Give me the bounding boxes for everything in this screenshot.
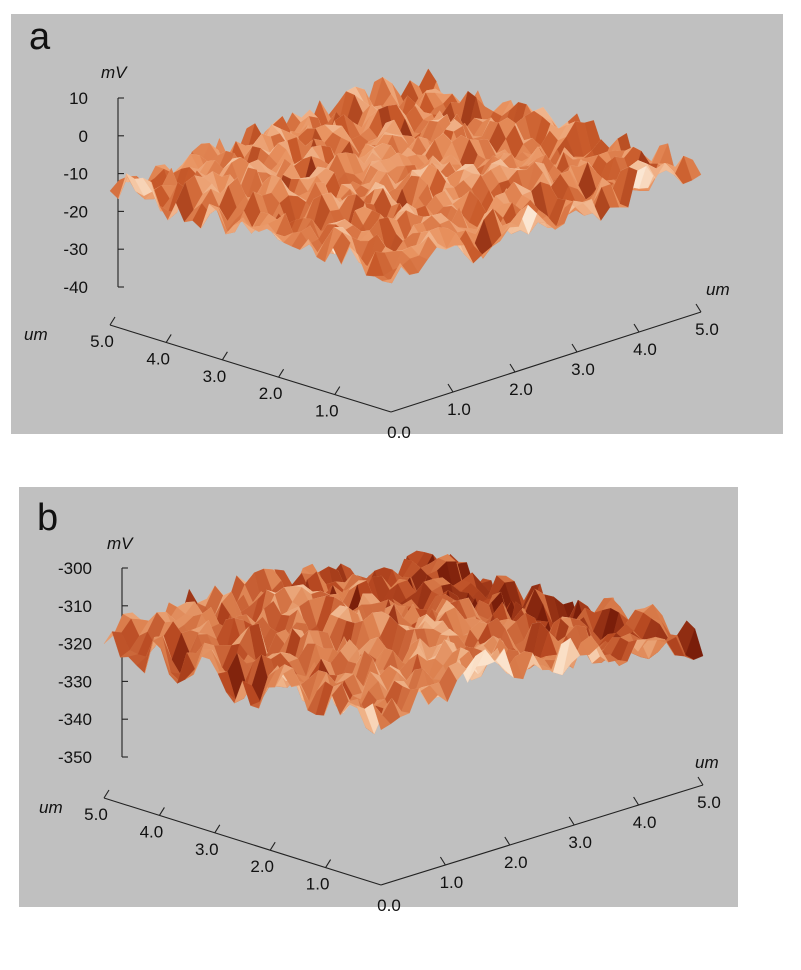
surface-facet: [382, 263, 401, 284]
x-tick-label: 4.0: [633, 340, 657, 359]
x-axis-unit: um: [706, 280, 730, 299]
x-axis-line: [390, 311, 702, 413]
y-tick: [214, 824, 221, 834]
surface: [103, 550, 704, 735]
y-tick-label: 5.0: [84, 805, 108, 824]
z-tick-label: 0: [79, 127, 88, 146]
origin-tick-label: 0.0: [387, 423, 411, 442]
y-tick: [158, 807, 165, 816]
y-tick-label: 4.0: [146, 349, 170, 368]
surface-facet: [372, 703, 391, 731]
x-axis-unit: um: [695, 753, 719, 772]
z-tick-label: -300: [58, 559, 92, 578]
x-axis-line: [380, 784, 704, 886]
x-tick-label: 2.0: [504, 853, 528, 872]
z-tick-label: -10: [63, 165, 88, 184]
y-axis-line: [103, 797, 382, 886]
y-tick: [103, 789, 110, 799]
z-tick-label: -40: [63, 278, 88, 297]
y-tick-label: 3.0: [203, 367, 227, 386]
x-tick-label: 4.0: [633, 813, 657, 832]
y-tick-label: 1.0: [306, 875, 330, 894]
y-axis-unit: um: [24, 325, 48, 344]
axes: 10 0 -10 -20 -30 -40 mV 1.0 2.0 3.0 4.0 5.0 1.0 2.0 3.…: [24, 63, 730, 442]
surface-plot-b-canvas: -300 -310 -320 -330 -340 -350 mV 1.0 2.0 3.0 4.0 5.…: [39, 534, 721, 915]
y-tick: [109, 316, 116, 326]
y-axis-unit: um: [39, 798, 63, 817]
x-tick: [447, 383, 454, 393]
x-tick: [633, 796, 640, 806]
y-tick-label: 5.0: [90, 332, 114, 351]
z-tick-label: 10: [69, 89, 88, 108]
x-tick-label: 2.0: [509, 380, 533, 399]
y-tick: [165, 334, 172, 343]
x-tick: [504, 836, 511, 846]
x-tick: [695, 303, 702, 313]
panel-label: b: [37, 497, 59, 539]
z-tick-label: -350: [58, 748, 92, 767]
y-tick-label: 4.0: [140, 822, 164, 841]
x-tick-label: 1.0: [440, 873, 464, 892]
x-tick: [439, 856, 446, 866]
y-tick: [325, 859, 332, 868]
z-tick-label: -20: [63, 202, 88, 221]
surface-plot-b: b -300 -310 -320 -330 -340 -350 mV 1.0 2.0 3.0 4.0…: [19, 487, 738, 915]
x-tick: [509, 363, 516, 373]
y-tick-label: 2.0: [259, 384, 283, 403]
surface-plot-a-canvas: 10 0 -10 -20 -30 -40 mV 1.0 2.0 3.0 4.0 5.0 1.0 2.0 3.…: [24, 63, 730, 442]
z-tick-label: -340: [58, 710, 92, 729]
surface-plot-a: a 10 0 -10 -20 -30 -40 mV 1.0 2.0 3.0 4.0 5.0 1.0 2.0…: [11, 14, 783, 442]
z-tick-label: -330: [58, 672, 92, 691]
axes: -300 -310 -320 -330 -340 -350 mV 1.0 2.0 3.0 4.0 5.…: [39, 534, 721, 915]
z-tick-label: -320: [58, 635, 92, 654]
y-tick: [278, 368, 285, 378]
panel-label: a: [29, 16, 51, 58]
x-tick-label: 5.0: [695, 320, 719, 339]
y-tick-label: 1.0: [315, 402, 339, 421]
z-axis-unit: mV: [101, 63, 128, 82]
x-tick: [697, 776, 704, 786]
x-tick-label: 5.0: [697, 793, 721, 812]
y-axis-line: [109, 324, 392, 413]
z-tick-label: -310: [58, 597, 92, 616]
x-tick: [571, 343, 578, 353]
y-tick: [221, 351, 228, 361]
x-tick-label: 3.0: [571, 360, 595, 379]
surface: [109, 68, 702, 284]
y-tick: [334, 386, 341, 395]
origin-tick-label: 0.0: [377, 896, 401, 915]
x-tick-label: 3.0: [568, 833, 592, 852]
z-tick-label: -30: [63, 240, 88, 259]
x-tick-label: 1.0: [447, 400, 471, 419]
x-tick: [633, 323, 640, 333]
y-tick-label: 3.0: [195, 840, 219, 859]
y-tick: [269, 841, 276, 851]
y-tick-label: 2.0: [250, 857, 274, 876]
x-tick: [568, 816, 575, 826]
z-axis-unit: mV: [107, 534, 134, 553]
